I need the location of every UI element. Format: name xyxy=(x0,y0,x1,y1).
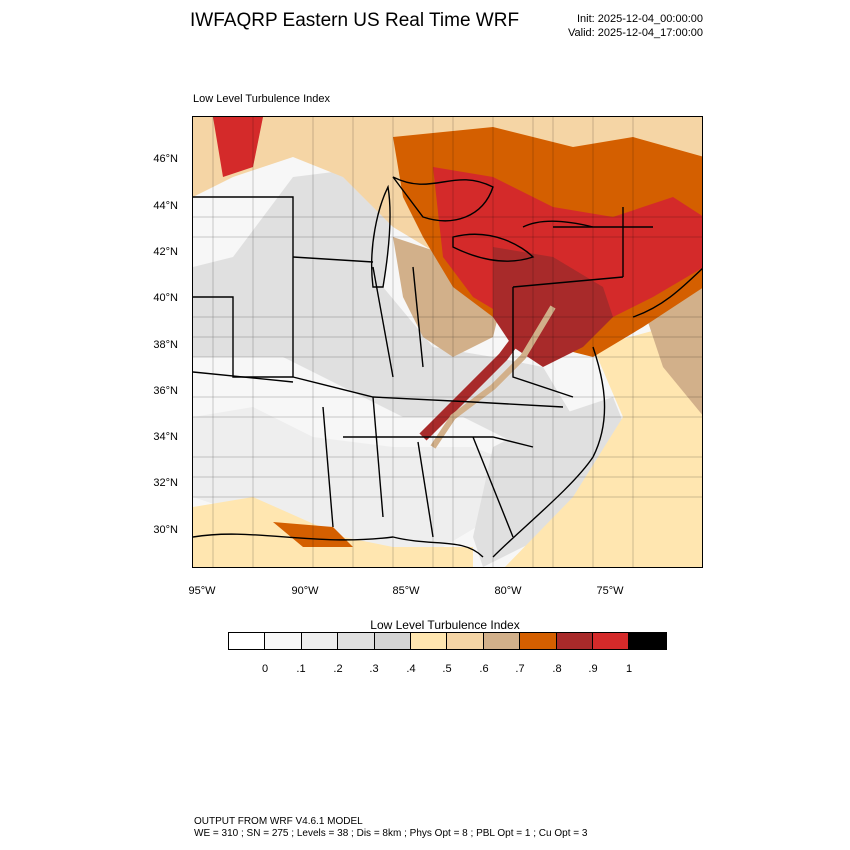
init-time: Init: 2025-12-04_00:00:00 xyxy=(577,13,703,25)
colorbar-swatch xyxy=(556,633,593,649)
map-title: Low Level Turbulence Index xyxy=(193,93,330,105)
gulf-field xyxy=(193,497,473,567)
lat-label-32: 32°N xyxy=(153,477,178,489)
colorbar-label: .3 xyxy=(369,663,379,675)
colorbar-label: .8 xyxy=(552,663,562,675)
tan-band-ridge xyxy=(393,237,503,357)
colorbar-label: 0 xyxy=(261,663,269,675)
lon-label-85: 85°W xyxy=(392,585,420,597)
lat-label-46: 46°N xyxy=(153,153,178,165)
colorbar-title: Low Level Turbulence Index xyxy=(370,618,520,632)
colorbar-swatch xyxy=(410,633,448,649)
turbulence-map xyxy=(192,116,703,568)
chart-title: IWFAQRP Eastern US Real Time WRF xyxy=(190,10,520,31)
coastlines xyxy=(193,176,702,558)
valid-time: Valid: 2025-12-04_17:00:00 xyxy=(568,27,703,39)
lat-label-30: 30°N xyxy=(153,524,178,536)
colorbar-label: 1 xyxy=(625,663,633,675)
colorbar-swatch xyxy=(629,633,666,649)
colorbar xyxy=(228,632,667,650)
lat-label-40: 40°N xyxy=(153,292,178,304)
lat-label-42: 42°N xyxy=(153,246,178,258)
colorbar-swatch xyxy=(265,633,302,649)
colorbar-label: .7 xyxy=(515,663,525,675)
colorbar-swatch xyxy=(520,633,557,649)
lon-label-80: 80°W xyxy=(494,585,522,597)
lon-label-90: 90°W xyxy=(291,585,319,597)
colorbar-label: .1 xyxy=(296,663,306,675)
county-lines xyxy=(193,117,702,567)
colorbar-label: .9 xyxy=(588,663,598,675)
colorbar-label: .2 xyxy=(333,663,343,675)
colorbar-swatch xyxy=(447,633,484,649)
colorbar-label: .6 xyxy=(479,663,489,675)
colorbar-label: .4 xyxy=(406,663,416,675)
map-canvas xyxy=(193,117,702,567)
ocean-field-pale xyxy=(504,317,702,567)
colorbar-swatch xyxy=(592,633,630,649)
footer-config-line: WE = 310 ; SN = 275 ; Levels = 38 ; Dis … xyxy=(194,828,588,839)
lat-label-44: 44°N xyxy=(153,200,178,212)
colorbar-label: .5 xyxy=(442,663,452,675)
lat-label-38: 38°N xyxy=(153,339,178,351)
colorbar-swatch xyxy=(338,633,375,649)
colorbar-swatch xyxy=(301,633,339,649)
lat-label-34: 34°N xyxy=(153,431,178,443)
red-field-northwest xyxy=(213,117,263,177)
lon-label-95: 95°W xyxy=(188,585,216,597)
colorbar-swatch xyxy=(374,633,411,649)
colorbar-swatch xyxy=(229,633,266,649)
lat-label-36: 36°N xyxy=(153,385,178,397)
footer-model-line: OUTPUT FROM WRF V4.6.1 MODEL xyxy=(194,816,363,827)
lon-label-75: 75°W xyxy=(596,585,624,597)
colorbar-swatch xyxy=(483,633,521,649)
